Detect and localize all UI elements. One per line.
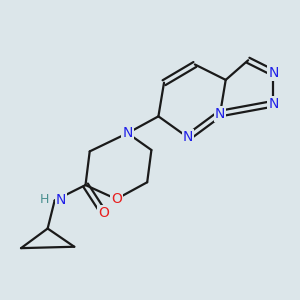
Text: N: N — [56, 194, 66, 208]
Text: N: N — [183, 130, 193, 144]
Text: O: O — [111, 192, 122, 206]
Text: N: N — [268, 97, 279, 111]
Text: N: N — [215, 106, 225, 121]
Text: H: H — [39, 193, 49, 206]
Text: N: N — [122, 126, 133, 140]
Text: O: O — [98, 206, 109, 220]
Text: N: N — [268, 66, 279, 80]
